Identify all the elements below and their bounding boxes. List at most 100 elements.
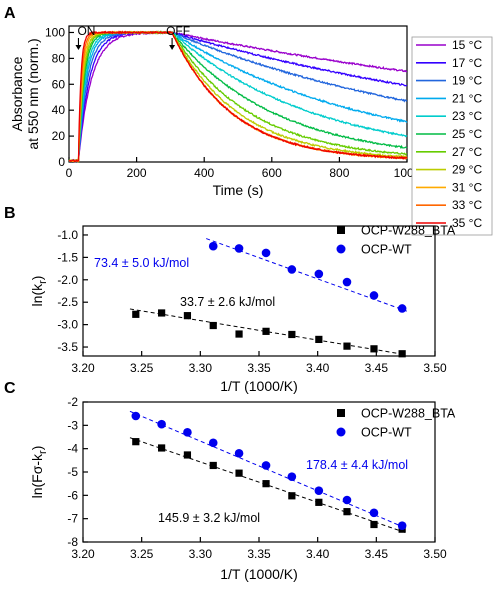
panel-a-legend: 15 °C 17 °C 19 °C 21 °C 23 °C 25 °C 27 °C 29 °C…	[411, 36, 493, 236]
panel-c-y-tick-label: -3	[67, 418, 78, 432]
panel-a-legend-label: 25 °C	[452, 127, 482, 141]
panel-b-x-axis-label: 1/T (1000/K)	[220, 378, 298, 394]
panel-a-x-tick-label: 800	[329, 166, 349, 180]
panel-c-x-tick-label: 3.35	[247, 547, 271, 561]
panel-b-point-circle	[314, 269, 324, 279]
panel-c-ticks: 3.20 3.25 3.30 3.35 3.40 3.45 3.50 -8 -7 -6 -5 -4 -3…	[67, 395, 447, 561]
panel-b-point-square	[262, 327, 270, 335]
panel-letter-c: C	[4, 380, 16, 397]
panel-a-legend-label: 29 °C	[452, 163, 482, 177]
panel-c-y-axis-label-text: ln(Fσ-kr)	[29, 446, 49, 499]
panel-c-points	[131, 411, 407, 533]
panel-c-y-tick-label: -7	[67, 512, 78, 526]
panel-b-point-circle	[369, 291, 379, 300]
panel-b-y-tick-label: -1.0	[57, 228, 78, 242]
panel-a-x-tick-label: 400	[194, 166, 214, 180]
panel-c-legend-label: OCP-WT	[361, 426, 412, 440]
panel-c-point-square	[343, 508, 351, 516]
panel-c-point-circle	[208, 438, 218, 448]
panel-c-y-tick-label: -2	[67, 395, 78, 409]
panel-c-annotations: 145.9 ± 3.2 kJ/mol 178.4 ± 4.4 kJ/mol	[158, 458, 408, 525]
panel-b-point-square	[370, 345, 378, 353]
panel-a-legend-label: 33 °C	[452, 198, 482, 212]
panel-c-point-square	[262, 480, 270, 488]
panel-b-point-square	[183, 312, 192, 320]
panel-c-point-circle	[314, 486, 324, 495]
panel-a-y-tick-label: 60	[52, 77, 66, 91]
panel-b-points	[132, 241, 407, 358]
panel-c-y-tick-label: -5	[67, 465, 78, 479]
panel-a-y-tick-label: 40	[52, 103, 66, 117]
panel-c-point-circle	[183, 428, 192, 437]
panel-c-point-circle	[342, 495, 352, 505]
panel-a-x-tick-label: 0	[66, 166, 73, 180]
panel-c-fit-line	[129, 410, 406, 529]
panel-a-x-axis-label: Time (s)	[213, 182, 264, 198]
panel-c-point-circle	[157, 419, 166, 429]
panel-c-x-axis-label: 1/T (1000/K)	[220, 566, 298, 582]
panel-a-legend-label: 15 °C	[452, 38, 482, 52]
panel-a-legend-label: 19 °C	[452, 74, 482, 88]
panel-a: A Absorbanceat 550 nm (norm.) 0 200 400 600…	[4, 5, 493, 236]
panel-letter-a: A	[4, 5, 16, 22]
panel-a-legend-label: 27 °C	[452, 145, 482, 159]
panel-a-annotation-arrowhead	[169, 45, 176, 50]
panel-b-y-tick-label: -2.5	[57, 295, 78, 309]
panel-c-activation-energy: 178.4 ± 4.4 kJ/mol	[306, 458, 408, 472]
panel-b-legend-label: OCP-W288_BTA	[361, 224, 456, 238]
panel-a-y-tick-label: 0	[58, 155, 65, 169]
panel-c-activation-energy: 145.9 ± 3.2 kJ/mol	[158, 511, 260, 525]
panel-b-point-circle	[234, 244, 244, 253]
panel-c-y-axis-label: ln(Fσ-kr)	[29, 446, 49, 499]
panel-a-y-tick-label: 20	[52, 129, 66, 143]
panel-b: B ln(kr) 3.20 3.25 3.30 3.35 3.40 3.45 3.50 -3.…	[4, 205, 456, 394]
panel-c-point-square	[158, 444, 166, 452]
panel-a-legend-label: 21 °C	[452, 91, 482, 105]
panel-b-point-circle	[208, 241, 218, 251]
panel-c-point-square	[288, 492, 296, 500]
panel-b-legend-label: OCP-WT	[361, 243, 412, 257]
panel-c-point-circle	[234, 449, 244, 458]
panel-b-point-square	[398, 350, 406, 358]
panel-b-activation-energy: 33.7 ± 2.6 kJ/mol	[180, 295, 275, 309]
panel-c-point-square	[235, 469, 243, 477]
panel-c-point-circle	[397, 521, 407, 530]
panel-a-annotation-label: OFF	[166, 24, 190, 38]
panel-c: C ln(Fσ-kr) 3.20 3.25 3.30 3.35 3.40 3.45 3.50…	[4, 380, 456, 582]
panel-b-point-square	[343, 342, 351, 350]
panel-a-y-tick-label: 80	[52, 51, 66, 65]
panel-a-legend-label: 35 °C	[452, 216, 482, 230]
panel-b-activation-energy: 73.4 ± 5.0 kJ/mol	[94, 256, 189, 270]
panel-b-y-tick-label: -3.5	[57, 340, 78, 354]
panel-c-legend-marker	[337, 409, 345, 417]
panel-c-legend-label: OCP-W288_BTA	[361, 407, 456, 421]
panel-a-annotation-label: ON	[77, 24, 95, 38]
panel-a-annotations: ON OFF	[75, 24, 190, 50]
panel-b-ticks: 3.20 3.25 3.30 3.35 3.40 3.45 3.50 -3.5 -3.0 -2.5…	[57, 228, 447, 375]
panel-c-legend: OCP-W288_BTA OCP-WT	[336, 407, 456, 440]
panel-c-point-circle	[369, 508, 379, 518]
panel-b-legend-marker	[336, 244, 346, 254]
panel-b-x-tick-label: 3.45	[365, 361, 389, 375]
panel-c-point-square	[209, 461, 217, 470]
panel-c-fit-lines	[129, 410, 406, 534]
panel-b-x-tick-label: 3.50	[423, 361, 447, 375]
panel-b-point-square	[209, 321, 217, 330]
panel-c-point-circle	[287, 472, 297, 481]
panel-a-curve	[68, 30, 408, 163]
panel-c-point-square	[315, 498, 323, 506]
panel-c-point-square	[132, 438, 140, 446]
panel-b-y-axis-label: ln(kr)	[29, 276, 49, 307]
panel-c-y-tick-label: -4	[67, 442, 78, 456]
panel-c-x-tick-label: 3.40	[306, 547, 330, 561]
panel-c-y-tick-label: -8	[67, 535, 78, 549]
panel-b-legend: OCP-W288_BTA OCP-WT	[336, 224, 456, 257]
panel-b-x-tick-label: 3.35	[247, 361, 271, 375]
panel-a-curves	[68, 30, 408, 164]
panel-b-fit-line	[129, 308, 406, 356]
panel-c-x-tick-label: 3.25	[130, 547, 154, 561]
panel-c-x-tick-label: 3.20	[71, 547, 95, 561]
panel-a-legend-label: 17 °C	[452, 56, 482, 70]
